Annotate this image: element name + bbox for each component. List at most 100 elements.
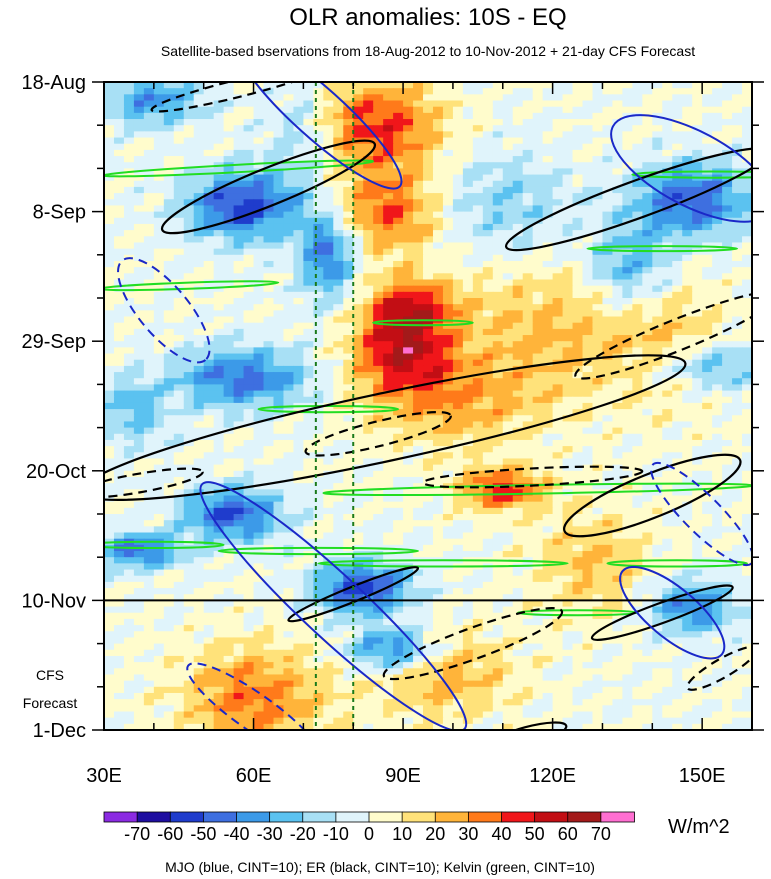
heatmap-cell [432, 223, 444, 231]
heatmap-cell [572, 112, 584, 120]
heatmap-cell [273, 211, 285, 219]
heatmap-cell [712, 88, 723, 95]
heatmap-cell [253, 507, 265, 515]
heatmap-cell [672, 125, 683, 132]
heatmap-cell [642, 304, 653, 311]
heatmap-cell [273, 322, 285, 330]
heatmap-cell [612, 322, 623, 330]
heatmap-cell [472, 279, 484, 287]
heatmap-cell [273, 242, 285, 250]
heatmap-cell [712, 372, 723, 379]
heatmap-cell [133, 112, 145, 120]
heatmap-cell [303, 359, 314, 367]
heatmap-cell [353, 427, 364, 435]
heatmap-cell [652, 149, 663, 157]
heatmap-cell [662, 384, 673, 392]
heatmap-cell [393, 532, 404, 540]
heatmap-cell [452, 458, 464, 466]
heatmap-cell [253, 328, 265, 336]
heatmap-cell [472, 248, 484, 256]
heatmap-cell [313, 433, 324, 441]
heatmap-cell [642, 174, 653, 182]
heatmap-cell [732, 260, 743, 268]
heatmap-cell [423, 304, 434, 311]
heatmap-cell [712, 514, 723, 521]
heatmap-cell [742, 112, 752, 120]
heatmap-cell [223, 402, 235, 410]
heatmap-cell [432, 291, 444, 299]
heatmap-cell [482, 131, 494, 139]
heatmap-cell [712, 112, 723, 120]
heatmap-cell [562, 532, 574, 540]
heatmap-cell [153, 223, 165, 231]
heatmap-cell [383, 378, 394, 385]
heatmap-cell [632, 544, 643, 552]
heatmap-cell [183, 446, 195, 453]
heatmap-cell [472, 384, 484, 392]
heatmap-cell [233, 156, 245, 163]
heatmap-cell [193, 470, 205, 478]
heatmap-cell [153, 335, 165, 342]
heatmap-cell [542, 149, 554, 157]
heatmap-cell [253, 452, 265, 460]
heatmap-cell [203, 143, 215, 151]
heatmap-cell [133, 279, 145, 287]
heatmap-cell [442, 495, 454, 503]
heatmap-cell [682, 236, 693, 244]
heatmap-cell [712, 365, 723, 373]
heatmap-cell [293, 223, 304, 231]
heatmap-cell [123, 514, 135, 521]
heatmap-cell [502, 248, 514, 256]
heatmap-cell [492, 193, 504, 200]
heatmap-cell [153, 458, 165, 466]
heatmap-cell [293, 316, 304, 324]
heatmap-cell [682, 328, 693, 336]
heatmap-cell [263, 402, 275, 410]
heatmap-cell [383, 532, 394, 540]
heatmap-cell [173, 507, 185, 515]
heatmap-cell [323, 458, 334, 466]
heatmap-cell [423, 452, 434, 460]
heatmap-cell [652, 119, 663, 126]
heatmap-cell [582, 433, 594, 441]
heatmap-cell [393, 520, 404, 527]
heatmap-cell [592, 464, 604, 472]
heatmap-cell [373, 458, 384, 466]
heatmap-cell [243, 520, 255, 527]
heatmap-cell [482, 168, 494, 176]
heatmap-cell [323, 328, 334, 336]
heatmap-cell [662, 544, 673, 552]
heatmap-cell [502, 532, 514, 540]
heatmap-cell [592, 88, 604, 95]
heatmap-cell [682, 267, 693, 274]
heatmap-cell [104, 211, 115, 219]
heatmap-cell [712, 328, 723, 336]
heatmap-cell [592, 199, 604, 207]
heatmap-cell [742, 390, 752, 398]
heatmap-cell [153, 501, 165, 509]
heatmap-cell [363, 298, 374, 305]
heatmap-cell [193, 335, 205, 342]
heatmap-cell [203, 242, 215, 250]
heatmap-cell [393, 304, 404, 311]
heatmap-cell [223, 316, 235, 324]
heatmap-cell [622, 551, 633, 558]
heatmap-cell [153, 211, 165, 219]
heatmap-cell [343, 211, 354, 219]
heatmap-cell [472, 217, 484, 225]
heatmap-cell [552, 88, 564, 95]
heatmap-cell [243, 452, 255, 460]
heatmap-cell [452, 353, 464, 361]
heatmap-cell [253, 427, 265, 435]
heatmap-cell [622, 458, 633, 466]
heatmap-cell [183, 82, 195, 89]
heatmap-cell [452, 291, 464, 299]
heatmap-cell [642, 353, 653, 361]
heatmap-cell [263, 131, 275, 139]
heatmap-cell [722, 372, 733, 379]
heatmap-cell [183, 458, 195, 466]
heatmap-cell [492, 82, 504, 89]
heatmap-cell [183, 347, 195, 355]
heatmap-cell [692, 106, 703, 114]
heatmap-cell [692, 119, 703, 126]
